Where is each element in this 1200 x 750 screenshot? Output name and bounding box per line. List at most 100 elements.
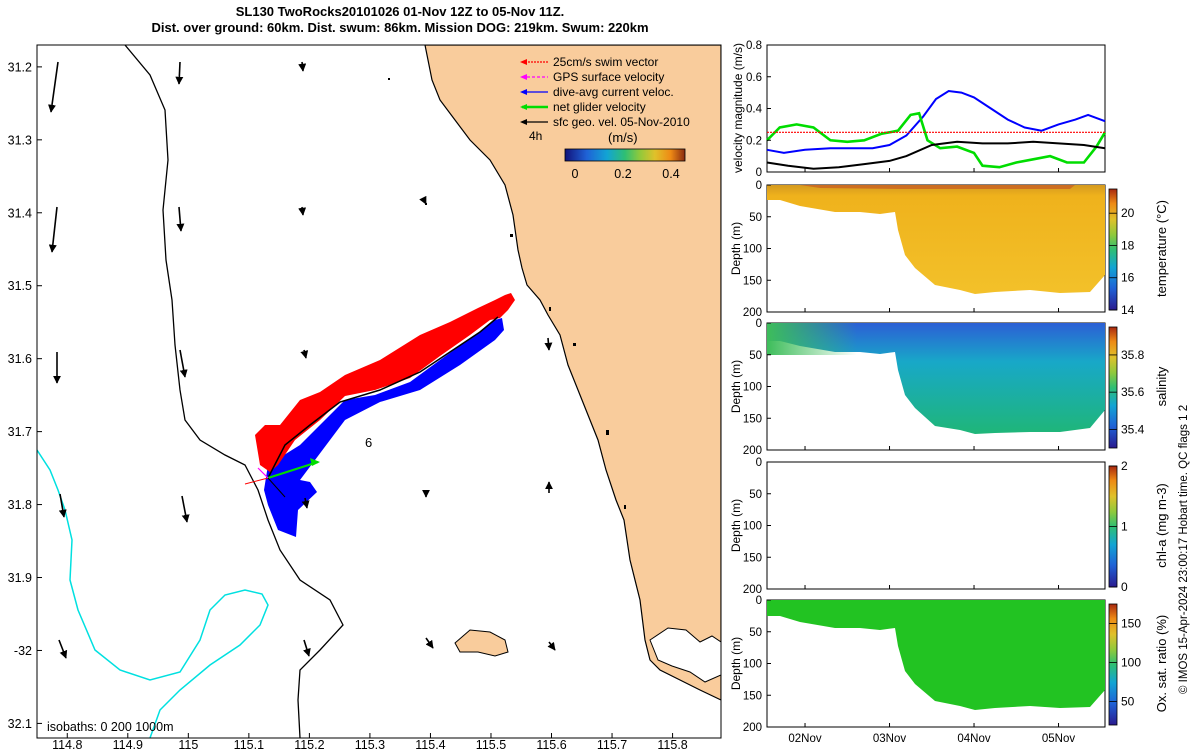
- colorbar-tick-label: 100: [1121, 656, 1141, 670]
- velocity-series-line: [766, 140, 1106, 170]
- section-colorbar: [1108, 326, 1118, 449]
- section-ytick-label: 50: [749, 489, 762, 501]
- map-frame: [36, 44, 722, 739]
- section-ytick-label: 200: [743, 584, 762, 596]
- legend-label: GPS surface velocity: [553, 70, 664, 84]
- colorbar-label: salinity: [1154, 366, 1169, 406]
- legend-arrowhead: [520, 59, 527, 65]
- colorbar-tick-label: 16: [1121, 271, 1135, 285]
- time-tick-label: 03Nov: [873, 733, 906, 745]
- bay-inlet: [649, 627, 721, 683]
- map-xtick-label: 115.8: [657, 738, 687, 750]
- section-ylabel: Depth (m): [729, 637, 743, 690]
- velocity-ylabel: velocity magnitude (m/s): [731, 43, 745, 173]
- temperature-section: [767, 185, 1105, 294]
- net-velocity-arrowhead: [310, 458, 320, 466]
- section-ytick-label: 200: [743, 445, 762, 457]
- section-ytick-label: 50: [749, 350, 762, 362]
- map-xtick-label: 115.6: [536, 738, 566, 750]
- velocity-ytick-label: 0.2: [746, 135, 762, 147]
- map-ytick-label: 31.3: [8, 133, 32, 147]
- colorbar-tick-label: 2: [1121, 459, 1128, 473]
- section-ytick-label: 150: [743, 413, 762, 425]
- legend-label: sfc geo. vel. 05-Nov-2010: [553, 115, 690, 129]
- colorbar-tick-label: 18: [1121, 238, 1135, 252]
- map-xtick-label: 114.9: [113, 738, 143, 750]
- colorbar-tick-label: 50: [1121, 695, 1135, 709]
- map-xtick-label: 115.4: [415, 738, 445, 750]
- map-ytick-label: 31.7: [8, 425, 32, 439]
- map-xtick-label: 115.2: [294, 738, 324, 750]
- time-tick-label: 05Nov: [1042, 733, 1075, 745]
- colorbar-tick-label: 150: [1121, 617, 1141, 631]
- section-colorbar: [1108, 188, 1118, 311]
- temperature-surface-warm: [800, 185, 1075, 189]
- map-ytick-label: 31.6: [8, 352, 32, 366]
- colorbar-label: Ox. sat. ratio (%): [1154, 615, 1169, 713]
- time-tick-label: 02Nov: [788, 733, 821, 745]
- map-xtick-label: 115.7: [597, 738, 627, 750]
- legend-4h-marker: 4h: [529, 129, 542, 143]
- map-x-axis: 114.8 114.9 115 115.1 115.2 115.3 115.4 115.5 11…: [52, 733, 688, 750]
- colorbar-tick-label: 14: [1121, 303, 1135, 317]
- colorbar-tick-label: 0.2: [614, 167, 631, 181]
- legend-arrowhead: [520, 104, 527, 110]
- colorbar-tick-label: 1: [1121, 520, 1128, 534]
- map-ytick-label: 31.4: [8, 206, 32, 220]
- section-ytick-label: 100: [743, 382, 762, 394]
- legend-label: 25cm/s swim vector: [553, 55, 658, 69]
- salinity-nearshore: [767, 323, 857, 355]
- velocity-ytick-label: 0.8: [746, 40, 762, 52]
- geostrophic-vectors: [48, 61, 556, 659]
- map-panel: 6 114.8 114.9 115 115.1 115.2 115.3 115.4 115.5…: [8, 44, 722, 750]
- velocity-panel: 0 0.2 0.4 0.6 0.8 velocity magnitude (m/s): [731, 40, 1107, 179]
- map-ytick-label: 32.1: [8, 717, 32, 731]
- map-xtick-label: 115.5: [476, 738, 506, 750]
- section-ylabel: Depth (m): [729, 499, 743, 552]
- colorbar-tick-label: 0: [572, 167, 579, 181]
- section-ytick-label: 0: [756, 457, 762, 469]
- isobaths-label: isobaths: 0 200 1000m: [47, 720, 173, 734]
- legend-arrowhead: [520, 89, 527, 95]
- glider-track: [267, 316, 499, 479]
- land-mass: [424, 45, 721, 701]
- map-ytick-label: 31.8: [8, 498, 32, 512]
- net-velocity-arrow: [267, 461, 319, 479]
- colorbar-label: temperature (°C): [1154, 200, 1169, 297]
- swim-arrow: [244, 477, 269, 485]
- map-xtick-label: 114.8: [52, 738, 82, 750]
- section-colorbar: [1108, 603, 1118, 726]
- map-ytick-label: 31.2: [8, 60, 32, 74]
- section-ytick-label: 0: [756, 180, 762, 192]
- velocity-axes: [766, 44, 1106, 173]
- isobath-1000m: [124, 45, 344, 738]
- section-ytick-label: 0: [756, 318, 762, 330]
- section-ytick-label: 150: [743, 552, 762, 564]
- legend-label: net glider velocity: [553, 100, 646, 114]
- map-ytick-label: 31.5: [8, 279, 32, 293]
- section-ytick-label: 0: [756, 595, 762, 607]
- section-ytick-label: 200: [743, 307, 762, 319]
- colorbar-tick-label: 35.6: [1121, 385, 1145, 399]
- map-y-axis: 31.2 31.3 31.4 31.5 31.6 31.7 31.8 31.9 -32 32.1: [8, 60, 42, 731]
- time-tick-label: 04Nov: [957, 733, 990, 745]
- legend-arrowhead: [520, 119, 527, 125]
- map-ytick-label: -32: [14, 644, 32, 658]
- colorbar-tick-label: 35.8: [1121, 348, 1145, 362]
- section-ytick-label: 150: [743, 690, 762, 702]
- oxygen-section: [767, 600, 1105, 710]
- section-ytick-label: 50: [749, 212, 762, 224]
- section-ytick-label: 100: [743, 244, 762, 256]
- speed-colorbar: [564, 148, 686, 162]
- chart-title-line1: SL130 TwoRocks20101026 01-Nov 12Z to 05-…: [235, 4, 565, 19]
- island: [454, 629, 509, 657]
- legend-arrowhead: [520, 74, 527, 80]
- section-ytick-label: 150: [743, 275, 762, 287]
- isobath-200m: [37, 449, 269, 738]
- colorbar-tick-label: 35.4: [1121, 422, 1145, 436]
- gps-arrow: [257, 467, 269, 479]
- day-label: 6: [365, 435, 372, 450]
